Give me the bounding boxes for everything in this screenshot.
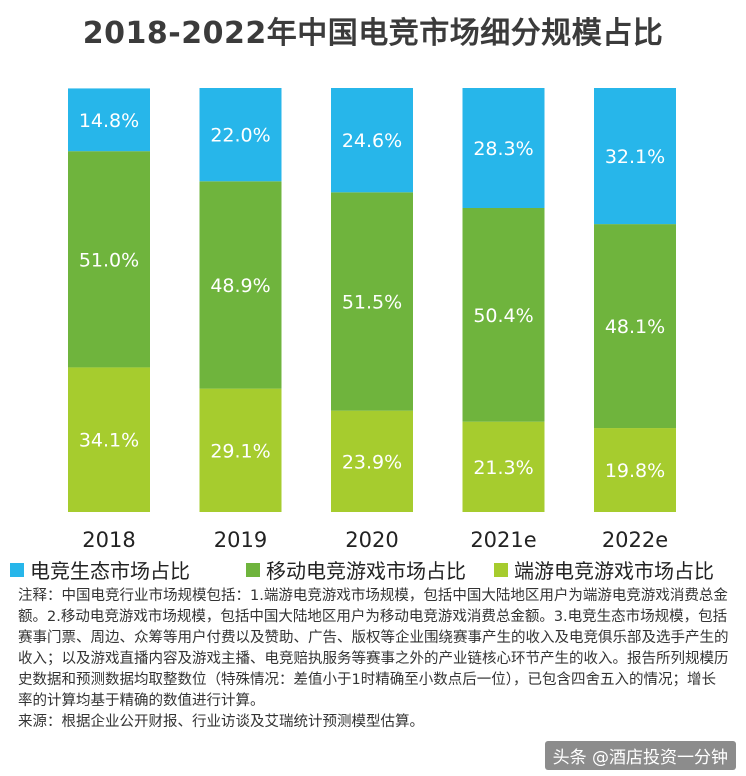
- bar-segment-2019-s0: [199, 388, 282, 512]
- legend-label-s0: 端游电竞游戏市场占比: [514, 559, 714, 583]
- data-label-2022e-s1: 48.1%: [605, 316, 665, 338]
- bar-segment-2022e-s0: [594, 428, 676, 512]
- x-tick-label-2020: 2020: [345, 528, 398, 552]
- bar-segment-2022e-s2: [594, 88, 676, 225]
- legend-swatch-s2: [10, 563, 24, 577]
- notes-annotation: 注释：中国电竞行业市场规模包括：1.端游电竞游戏市场规模，包括中国大陆地区用户为…: [18, 588, 729, 709]
- bar-segment-2018-s2: [68, 88, 150, 152]
- bar-segment-2022e-s1: [594, 224, 676, 429]
- bar-segment-2021e-s1: [462, 207, 545, 422]
- legend-swatch-s0: [494, 563, 508, 577]
- data-label-2019-s2: 22.0%: [210, 125, 270, 147]
- legend-label-s1: 移动电竞游戏市场占比: [266, 559, 466, 583]
- bar-segment-2020-s1: [331, 192, 413, 411]
- bar-segment-2019-s1: [199, 181, 282, 389]
- data-label-2020-s0: 23.9%: [342, 451, 402, 473]
- data-label-2022e-s2: 32.1%: [605, 146, 665, 168]
- data-label-2019-s0: 29.1%: [210, 440, 270, 462]
- x-tick-label-2021e: 2021e: [470, 528, 536, 552]
- bar-segment-2018-s1: [68, 151, 150, 368]
- notes-block: 注释：中国电竞行业市场规模包括：1.端游电竞游戏市场规模，包括中国大陆地区用户为…: [18, 586, 730, 733]
- data-label-2020-s1: 51.5%: [342, 291, 402, 313]
- data-label-2021e-s1: 50.4%: [473, 305, 533, 327]
- chart-title: 2018-2022年中国电竞市场细分规模占比: [82, 16, 664, 51]
- x-tick-label-2019: 2019: [214, 528, 267, 552]
- watermark: 头条 @酒店投资一分钟: [544, 741, 736, 770]
- legend-swatch-s1: [246, 563, 260, 577]
- bar-segment-2018-s0: [68, 367, 150, 512]
- bar-segment-2021e-s0: [462, 421, 545, 512]
- bar-segment-2020-s2: [331, 88, 413, 193]
- stacked-bar-chart: 34.1% 51.0% 14.8% 2018 29.1% 48.9% 22.0% 2019 23…: [10, 88, 714, 583]
- bar-segment-2021e-s2: [462, 88, 545, 208]
- data-label-2018-s1: 51.0%: [79, 249, 139, 271]
- x-tick-label-2018: 2018: [82, 528, 135, 552]
- legend-label-s2: 电竞生态市场占比: [30, 559, 190, 583]
- data-label-2019-s1: 48.9%: [210, 275, 270, 297]
- data-label-2018-s2: 14.8%: [79, 110, 139, 132]
- bar-segment-2019-s2: [199, 88, 282, 182]
- data-label-2020-s2: 24.6%: [342, 130, 402, 152]
- bar-segment-2020-s0: [331, 410, 413, 512]
- notes-source: 来源：根据企业公开财报、行业访谈及艾瑞统计预测模型估算。: [18, 714, 424, 730]
- data-label-2022e-s0: 19.8%: [605, 460, 665, 482]
- data-label-2021e-s2: 28.3%: [473, 138, 533, 160]
- data-label-2021e-s0: 21.3%: [473, 457, 533, 479]
- data-label-2018-s0: 34.1%: [79, 430, 139, 452]
- x-tick-label-2022e: 2022e: [602, 528, 668, 552]
